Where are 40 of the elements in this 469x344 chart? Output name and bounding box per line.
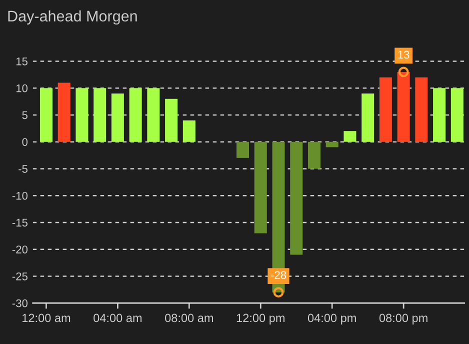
x-tick-label: 04:00 pm bbox=[308, 314, 356, 324]
bar bbox=[129, 88, 142, 142]
bar bbox=[415, 77, 428, 142]
x-tick-label: 04:00 am bbox=[94, 314, 142, 322]
x-tick-label: 08:00 pm bbox=[379, 314, 428, 324]
annotation: -28 bbox=[270, 271, 286, 280]
bar bbox=[379, 77, 392, 142]
annotation: 13 bbox=[398, 50, 410, 59]
bar bbox=[111, 93, 124, 142]
x-tick-label: 12:00 am bbox=[22, 314, 70, 322]
bar bbox=[308, 142, 320, 169]
bar bbox=[165, 98, 178, 142]
bar bbox=[58, 82, 70, 142]
bar bbox=[254, 142, 267, 234]
y-tick-label: -15 bbox=[12, 218, 28, 227]
y-tick-label: 10 bbox=[16, 84, 28, 92]
x-tick-label: 08:00 am bbox=[165, 314, 213, 322]
y-tick-label: -10 bbox=[12, 192, 28, 200]
y-tick-label: -5 bbox=[18, 165, 28, 173]
y-tick-label: 15 bbox=[16, 58, 28, 66]
bar bbox=[397, 72, 410, 142]
chart-title: Day-ahead Morgen bbox=[8, 10, 137, 25]
y-tick-label: 0 bbox=[22, 138, 28, 146]
bar bbox=[147, 88, 160, 142]
y-tick-label: 5 bbox=[22, 111, 28, 120]
bar bbox=[94, 88, 106, 142]
x-tick-label: 12:00 pm bbox=[236, 314, 284, 324]
bar bbox=[362, 93, 374, 142]
bar bbox=[450, 88, 464, 142]
y-tick-label: -30 bbox=[12, 299, 28, 308]
bar bbox=[326, 142, 338, 148]
bar bbox=[290, 142, 303, 255]
bar bbox=[433, 88, 446, 142]
y-tick-label: -25 bbox=[12, 272, 28, 280]
bar bbox=[182, 120, 196, 142]
y-tick-label: -20 bbox=[12, 246, 28, 254]
bar bbox=[236, 142, 250, 158]
bar bbox=[40, 88, 52, 142]
bar bbox=[76, 88, 88, 142]
bar bbox=[344, 131, 356, 142]
